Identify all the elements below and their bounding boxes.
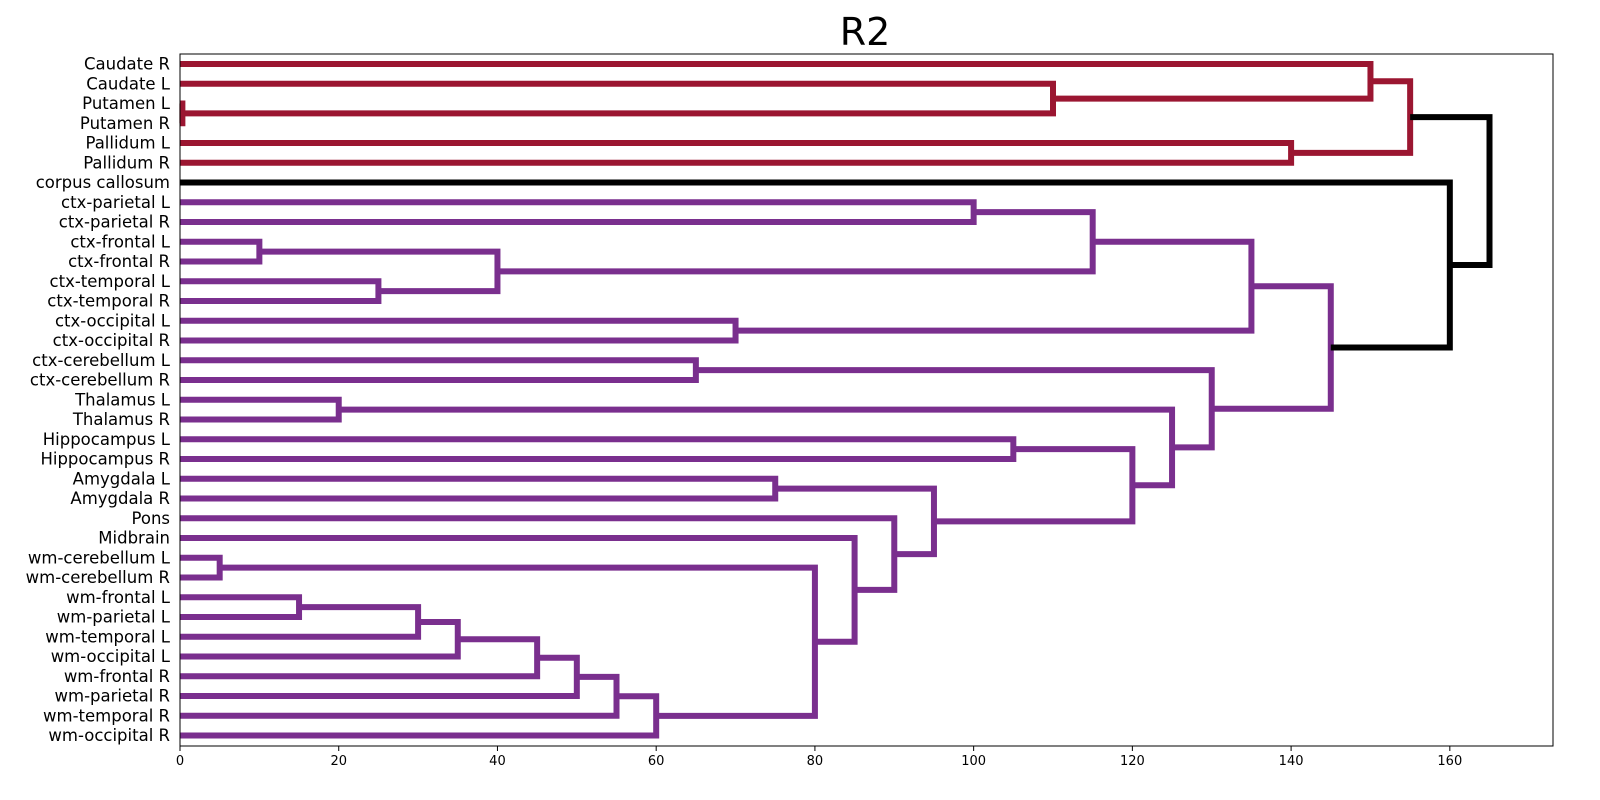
merge-link: [180, 604, 422, 640]
leaf-label: corpus callosum: [36, 173, 170, 192]
merge-link: [180, 317, 739, 344]
merge-link: [180, 61, 1374, 102]
plot-frame: [179, 53, 1554, 747]
merge-link: [180, 140, 1295, 166]
leaf-label: Caudate L: [86, 74, 171, 93]
leaf-label: ctx-parietal L: [61, 193, 171, 212]
leaf-label: Amygdala L: [73, 469, 171, 488]
merge-link: [180, 199, 977, 225]
leaf-label: Amygdala R: [70, 489, 170, 508]
x-tick-label: 0: [176, 754, 184, 769]
chart-title: R2: [840, 10, 891, 54]
leaf-label: ctx-cerebellum R: [30, 371, 170, 390]
x-tick-label: 20: [330, 754, 347, 769]
leaf-label: Pallidum L: [85, 134, 170, 153]
leaf-label: ctx-parietal R: [59, 213, 170, 232]
leaf-label: Thalamus L: [74, 390, 171, 409]
merge-link: [180, 594, 303, 620]
merge-link: [180, 475, 779, 502]
x-tick-label: 120: [1120, 754, 1145, 769]
x-tick-label: 100: [961, 754, 986, 769]
x-tick-label: 80: [807, 754, 824, 769]
x-axis: 0 20 40 60 80 100 120 140 160: [176, 746, 1462, 769]
leaf-label: ctx-cerebellum L: [32, 351, 171, 370]
leaf-label: wm-occipital L: [51, 647, 171, 666]
merge-link: [180, 436, 1017, 462]
leaf-label: Hippocampus L: [43, 430, 171, 449]
merge-link: [180, 238, 263, 265]
merge-link: [180, 554, 223, 581]
leaf-label: wm-temporal R: [43, 706, 170, 725]
leaf-label: ctx-occipital L: [55, 311, 171, 330]
leaf-label: wm-frontal L: [66, 588, 171, 607]
leaf-label: ctx-temporal R: [47, 292, 170, 311]
merge-link: [1291, 78, 1414, 156]
leaf-label: Pallidum R: [83, 153, 170, 172]
merge-link: [1410, 114, 1493, 268]
merge-link: [180, 357, 699, 383]
leaf-label: Thalamus R: [72, 410, 170, 429]
leaf-label: ctx-temporal L: [50, 272, 171, 291]
leaf-label: wm-parietal L: [57, 608, 171, 627]
leaf-label: wm-frontal R: [64, 667, 170, 686]
x-tick-label: 140: [1279, 754, 1304, 769]
x-tick-label: 40: [489, 754, 506, 769]
merge-link: [338, 406, 1176, 489]
leaf-label: Hippocampus R: [40, 450, 170, 469]
x-tick-label: 60: [648, 754, 665, 769]
merge-link: [735, 238, 1255, 334]
merge-link: [219, 564, 818, 719]
leaf-label: ctx-occipital R: [53, 331, 170, 350]
leaf-label: Midbrain: [98, 529, 170, 548]
leaf-label: wm-temporal L: [45, 627, 171, 646]
merge-link: [180, 278, 382, 304]
leaf-label: Pons: [131, 509, 170, 528]
leaf-label: Putamen L: [82, 94, 171, 113]
merge-link: [695, 367, 1215, 451]
merge-link: [1211, 283, 1334, 412]
merge-link: [180, 396, 342, 423]
leaf-label: Caudate R: [84, 55, 170, 74]
leaf-label: wm-cerebellum L: [28, 548, 171, 567]
x-tick-label: 160: [1437, 754, 1462, 769]
merge-link: [180, 515, 898, 593]
leaf-label: wm-cerebellum R: [26, 568, 170, 587]
leaf-label: wm-parietal R: [55, 687, 171, 706]
merge-link: [180, 80, 1057, 117]
merge-link: [180, 535, 858, 645]
dendrogram-links: [179, 61, 1493, 739]
leaf-label: Putamen R: [80, 114, 170, 133]
leaf-label: wm-occipital R: [48, 726, 170, 745]
leaf-label: ctx-frontal R: [68, 252, 170, 271]
leaf-label: ctx-frontal L: [70, 232, 170, 251]
